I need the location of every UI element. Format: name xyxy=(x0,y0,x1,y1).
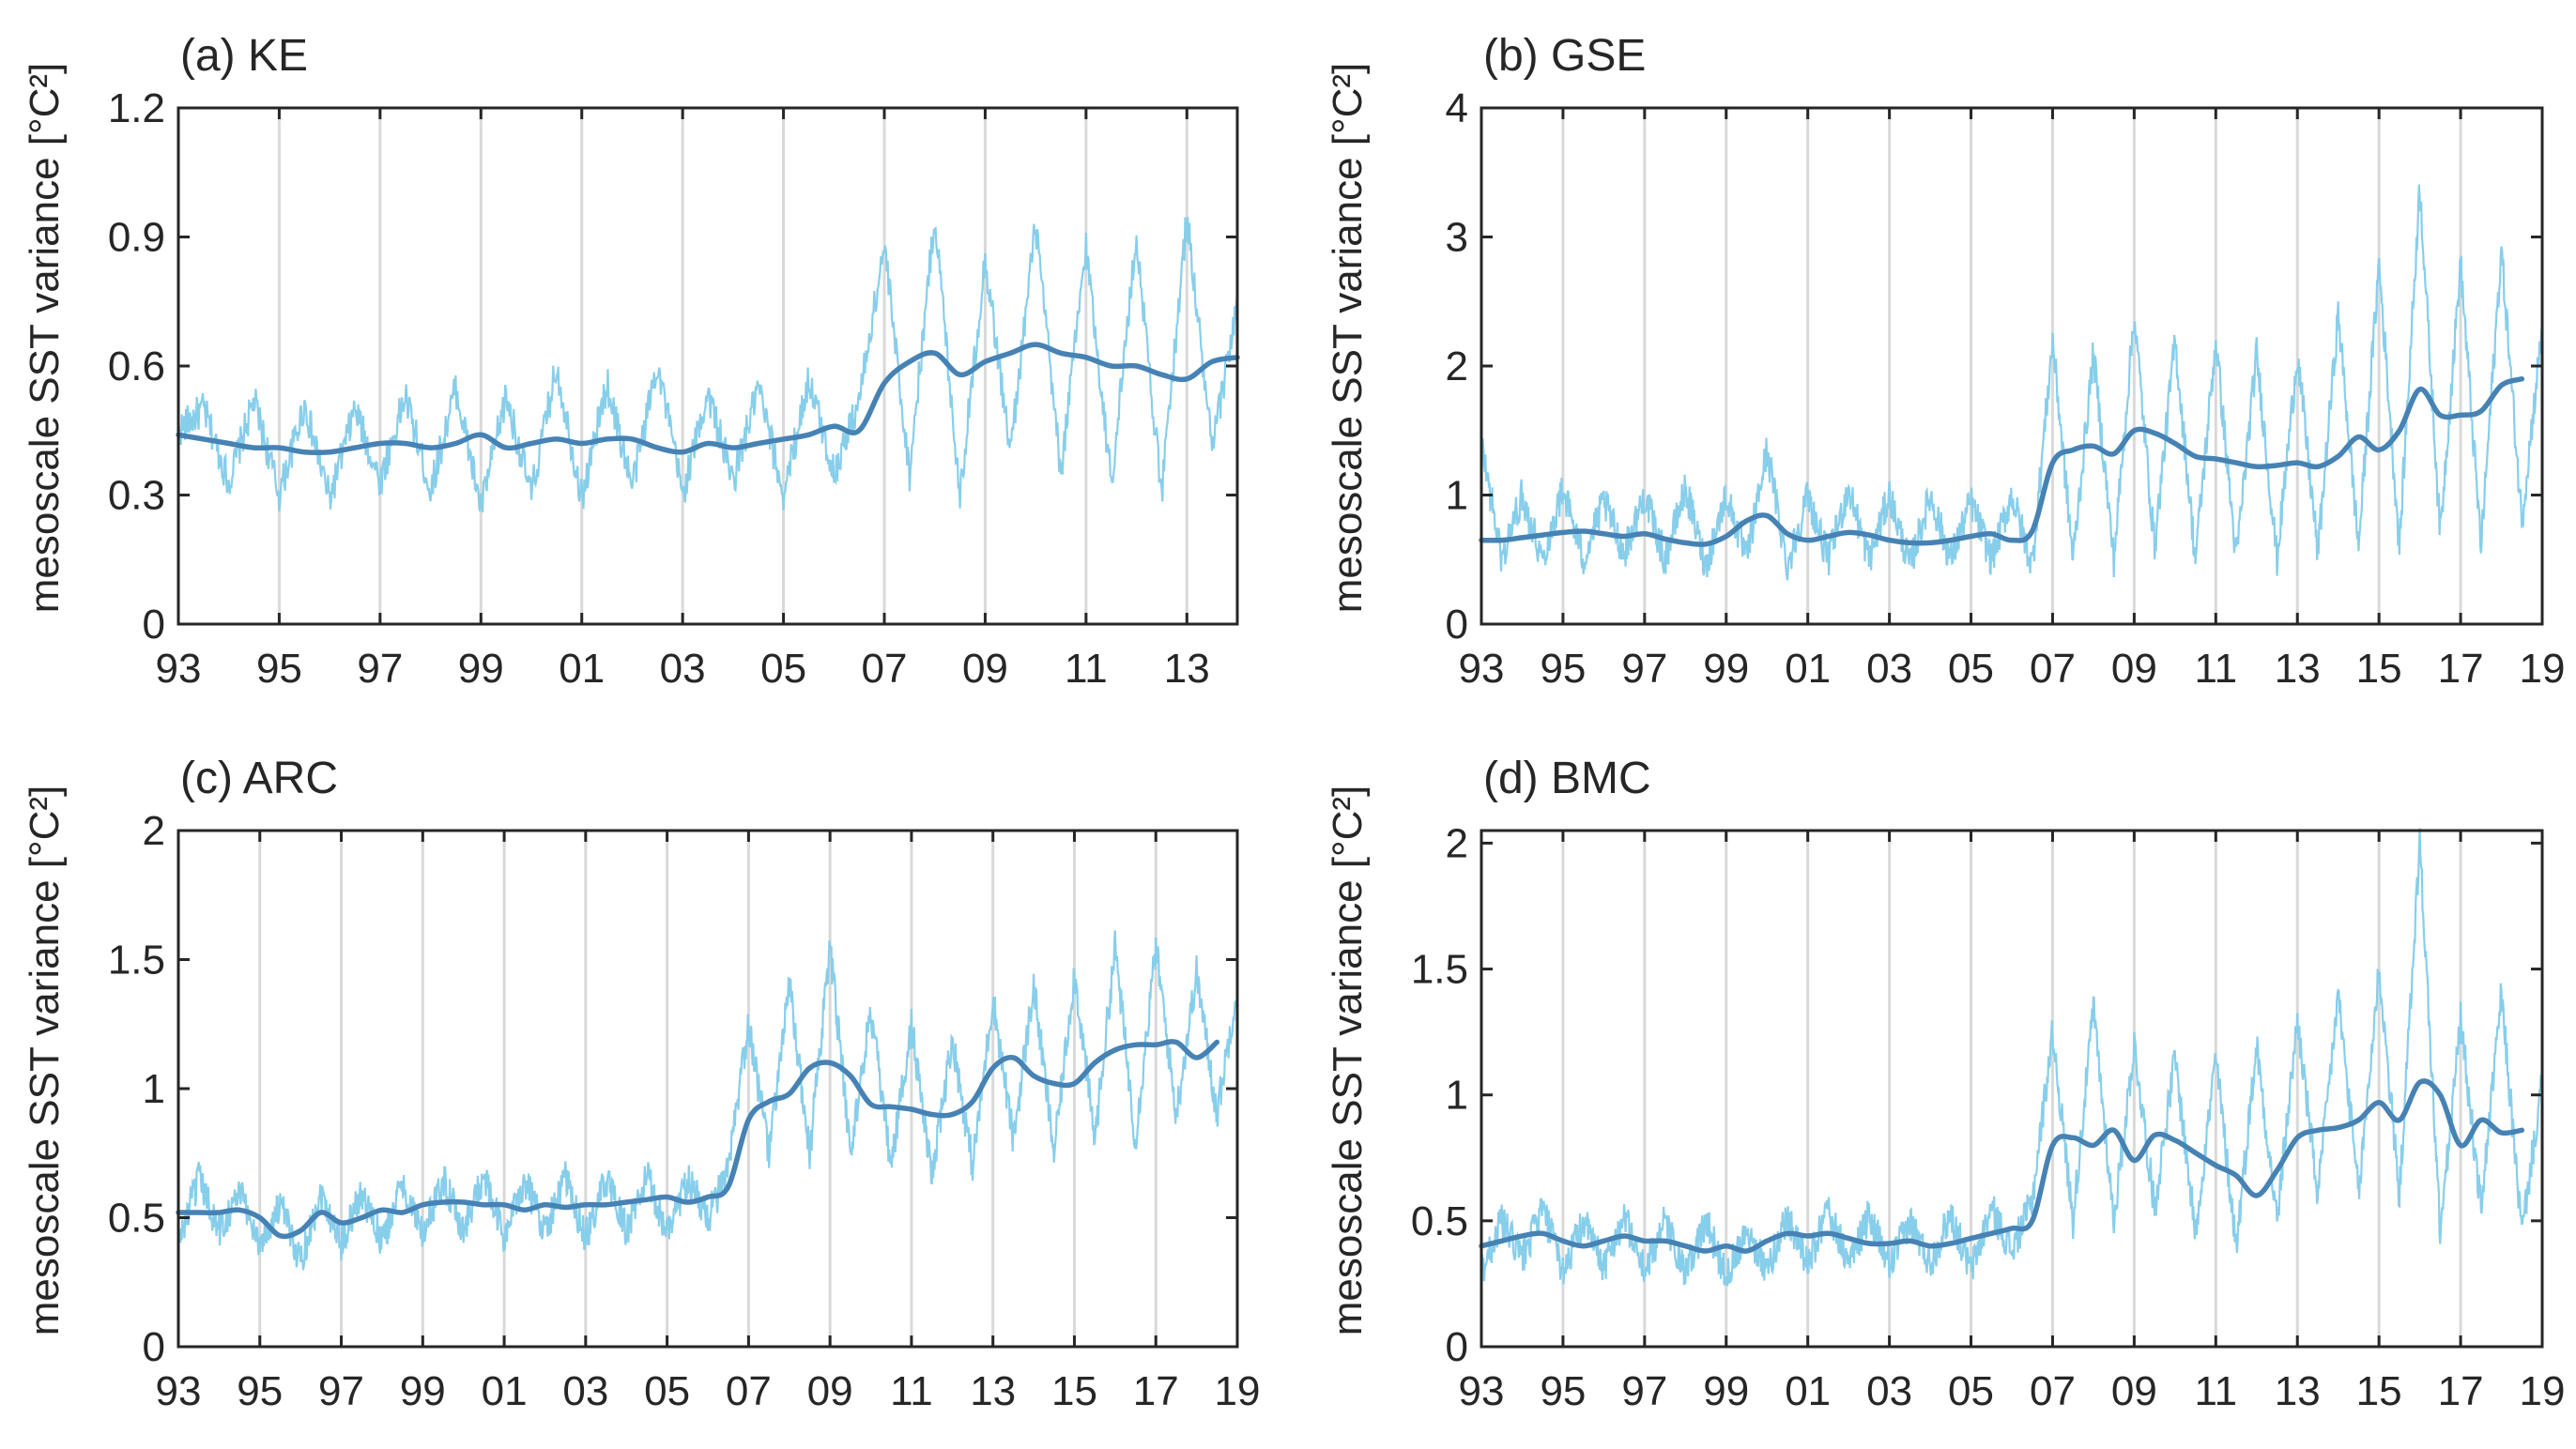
x-tick-label: 11 xyxy=(2194,1368,2237,1414)
x-tick-label: 05 xyxy=(1948,646,1994,692)
x-tick-label: 97 xyxy=(1621,1368,1667,1414)
x-tick-label: 09 xyxy=(807,1368,853,1414)
x-tick-label: 13 xyxy=(970,1368,1016,1414)
y-tick-label: 2 xyxy=(143,808,165,854)
x-tick-label: 17 xyxy=(2438,646,2484,692)
x-tick-label: 97 xyxy=(1621,646,1667,692)
y-tick-label: 0.6 xyxy=(108,343,165,389)
x-tick-label: 11 xyxy=(1065,646,1108,692)
y-tick-label: 0 xyxy=(1446,602,1468,648)
y-tick-label: 1 xyxy=(1446,473,1468,519)
y-axis-label: mesoscale SST variance [°C²] xyxy=(1325,63,1371,614)
x-tick-label: 15 xyxy=(2356,646,2402,692)
y-axis-label: mesoscale SST variance [°C²] xyxy=(22,63,68,614)
y-axis-label: mesoscale SST variance [°C²] xyxy=(22,786,68,1336)
x-tick-label: 95 xyxy=(1540,1368,1586,1414)
x-tick-label: 17 xyxy=(2438,1368,2484,1414)
axes-box xyxy=(1480,829,2544,1349)
x-tick-label: 09 xyxy=(2111,1368,2157,1414)
x-tick-label: 95 xyxy=(1540,646,1586,692)
y-tick-label: 0.9 xyxy=(108,215,165,261)
x-tick-label: 09 xyxy=(962,646,1008,692)
y-tick-label: 0.5 xyxy=(1411,1198,1468,1244)
y-tick-label: 1 xyxy=(1446,1073,1468,1119)
y-tick-label: 1 xyxy=(143,1066,165,1112)
x-tick-label: 95 xyxy=(256,646,302,692)
series-smoothed-line xyxy=(176,342,1240,455)
x-tick-label: 19 xyxy=(1215,1368,1261,1414)
y-tick-label: 1.2 xyxy=(108,85,165,131)
x-tick-label: 19 xyxy=(2520,1368,2566,1414)
x-tick-label: 93 xyxy=(1459,1368,1505,1414)
y-tick-label: 0 xyxy=(143,1324,165,1370)
panel-title: (c) ARC xyxy=(180,754,338,803)
x-tick-label: 03 xyxy=(1866,1368,1912,1414)
panel-d: 93 95 97 99 01 03 05 07 09 11 13 15 17 19 0 0.5 1 1.5 2 (d)… xyxy=(1325,754,2565,1414)
y-axis-label: mesoscale SST variance [°C²] xyxy=(1325,786,1371,1336)
x-tick-label: 93 xyxy=(156,646,202,692)
y-tick-label: 2 xyxy=(1446,343,1468,389)
x-tick-label: 07 xyxy=(862,646,908,692)
x-tick-label: 15 xyxy=(2356,1368,2402,1414)
y-tick-label: 0.5 xyxy=(108,1196,165,1242)
y-tick-label: 3 xyxy=(1446,215,1468,261)
panel-c: 93 95 97 99 01 03 05 07 09 11 13 15 17 19 0 0.5 1 1.5 2 (c)… xyxy=(22,754,1260,1414)
x-tick-label: 99 xyxy=(1703,646,1749,692)
series-daily-line xyxy=(1480,828,2544,1287)
panel-title: (d) BMC xyxy=(1483,754,1651,803)
axes-box xyxy=(176,829,1239,1349)
series-smoothed-line xyxy=(1479,376,2525,547)
axes-box xyxy=(176,106,1239,626)
x-tick-label: 05 xyxy=(1948,1368,1994,1414)
x-tick-label: 01 xyxy=(482,1368,528,1414)
series-daily-line xyxy=(176,217,1239,513)
x-tick-label: 01 xyxy=(1785,646,1831,692)
y-tick-label: 0.3 xyxy=(108,473,165,519)
x-tick-label: 03 xyxy=(562,1368,608,1414)
x-tick-label: 01 xyxy=(559,646,605,692)
x-tick-label: 07 xyxy=(2030,646,2076,692)
x-tick-label: 05 xyxy=(644,1368,690,1414)
x-tick-label: 19 xyxy=(2520,646,2566,692)
x-tick-label: 07 xyxy=(726,1368,772,1414)
y-tick-label: 1.5 xyxy=(1411,947,1468,993)
x-tick-label: 13 xyxy=(2275,646,2321,692)
y-tick-label: 4 xyxy=(1446,85,1468,131)
series-daily-line xyxy=(176,930,1239,1271)
x-tick-label: 11 xyxy=(2194,646,2237,692)
series-smoothed-line xyxy=(1479,1078,2525,1254)
series-smoothed-line xyxy=(176,1039,1220,1240)
x-tick-label: 13 xyxy=(1164,646,1210,692)
x-tick-label: 15 xyxy=(1051,1368,1097,1414)
x-tick-label: 17 xyxy=(1133,1368,1179,1414)
x-tick-label: 99 xyxy=(400,1368,446,1414)
x-tick-label: 05 xyxy=(760,646,806,692)
y-tick-label: 0 xyxy=(1446,1324,1468,1370)
series-daily-line xyxy=(1480,184,2544,581)
x-tick-label: 03 xyxy=(660,646,706,692)
x-tick-label: 07 xyxy=(2030,1368,2076,1414)
x-tick-label: 99 xyxy=(458,646,504,692)
x-tick-label: 01 xyxy=(1785,1368,1831,1414)
y-tick-label: 1.5 xyxy=(108,938,165,984)
x-tick-label: 93 xyxy=(1459,646,1505,692)
x-tick-label: 03 xyxy=(1866,646,1912,692)
panel-a: 93 95 97 99 01 03 05 07 09 11 13 0 0.3 0.6 0.9 1.2 (a) K… xyxy=(22,31,1240,692)
x-tick-label: 97 xyxy=(318,1368,364,1414)
x-tick-label: 97 xyxy=(357,646,403,692)
y-tick-label: 2 xyxy=(1446,820,1468,866)
x-tick-label: 11 xyxy=(890,1368,933,1414)
x-tick-label: 09 xyxy=(2111,646,2157,692)
panel-title: (a) KE xyxy=(180,31,308,81)
axes-box xyxy=(1480,106,2544,626)
x-tick-label: 13 xyxy=(2275,1368,2321,1414)
x-tick-label: 95 xyxy=(237,1368,283,1414)
x-tick-label: 93 xyxy=(156,1368,202,1414)
panel-title: (b) GSE xyxy=(1483,31,1646,81)
x-tick-label: 99 xyxy=(1703,1368,1749,1414)
y-tick-label: 0 xyxy=(143,602,165,648)
